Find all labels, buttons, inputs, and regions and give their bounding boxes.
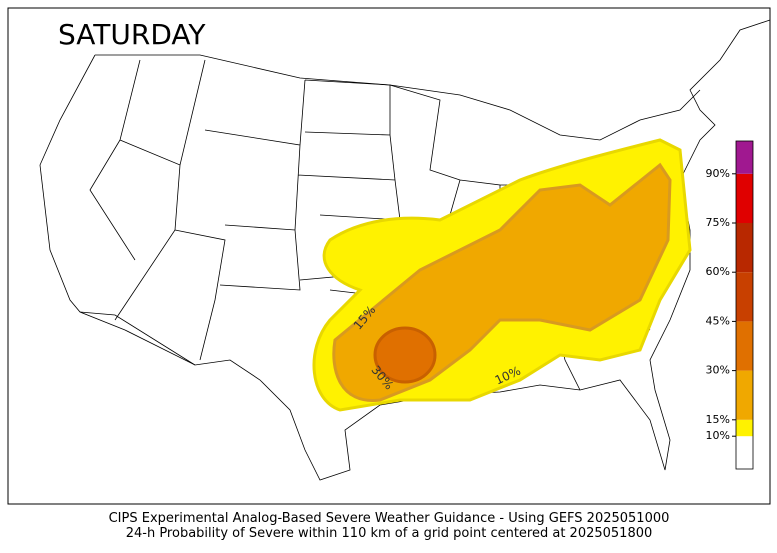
probability-contours: 15% 30% 10% bbox=[312, 138, 692, 412]
colorbar-segment bbox=[736, 321, 753, 371]
colorbar-segment bbox=[736, 223, 753, 273]
colorbar-tick-label: 45% bbox=[706, 314, 730, 327]
colorbar-segment bbox=[736, 272, 753, 322]
colorbar-tick-label: 10% bbox=[706, 429, 730, 442]
colorbar-segment bbox=[736, 419, 753, 437]
coastline bbox=[39, 19, 771, 481]
colorbar-tick-label: 75% bbox=[706, 216, 730, 229]
colorbar-segment bbox=[736, 436, 753, 469]
colorbar-segment bbox=[736, 370, 753, 420]
contour-30 bbox=[373, 326, 437, 384]
colorbar-tick-label: 60% bbox=[706, 265, 730, 278]
caption-line: 24-h Probability of Severe within 110 km… bbox=[126, 526, 653, 541]
caption-line: CIPS Experimental Analog-Based Severe We… bbox=[109, 511, 670, 526]
colorbar-segment bbox=[736, 141, 753, 174]
colorbar-frame bbox=[735, 140, 754, 470]
colorbar-segment bbox=[736, 173, 753, 223]
colorbar-tick-label: 15% bbox=[706, 413, 730, 426]
border-mexico bbox=[79, 311, 196, 366]
colorbar-tick-label: 90% bbox=[706, 167, 730, 180]
day-title: SATURDAY bbox=[58, 18, 206, 51]
colorbar-tick-label: 30% bbox=[706, 364, 730, 377]
colorbar: 10% 15% 30% 45% 60% 75% 90% bbox=[706, 140, 754, 470]
border-canada bbox=[95, 54, 701, 141]
